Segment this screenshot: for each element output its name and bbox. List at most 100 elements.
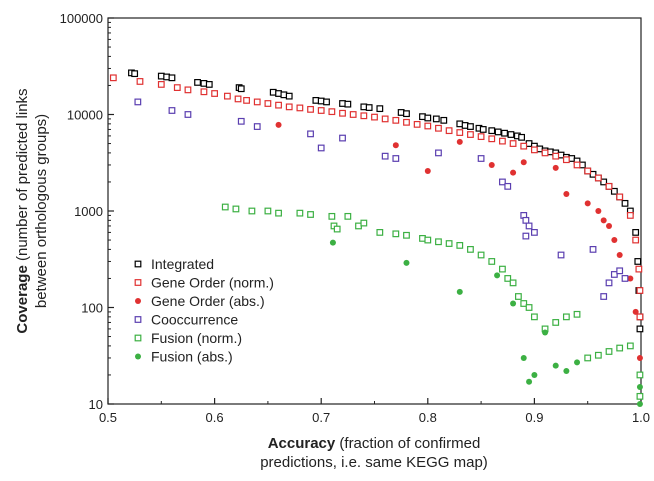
x-axis-title-line2: predictions, i.e. same KEGG map) [260,454,488,471]
gene-order-norm-point [541,149,549,157]
gene-order-norm-point [594,174,602,182]
gene-order-norm-point [211,90,219,97]
gene-order-norm-point [499,137,506,145]
cooccurrence-point [605,279,613,287]
gene-order-norm-point [636,287,644,294]
legend-marker-integrated [134,260,142,268]
integrated-point [621,199,629,207]
integrated-point [424,114,432,122]
gene-order-norm-point [403,118,410,126]
gene-order-norm-point [243,96,250,104]
cooccurrence-point [184,111,192,118]
cooccurrence-point [499,178,506,186]
gene-order-abs-point [611,237,618,244]
fusion-abs-point [531,371,538,378]
fusion-norm-point [333,225,341,233]
fusion-norm-point [636,392,644,400]
fusion-norm-point [594,351,602,359]
fusion-abs-point [403,259,410,266]
gene-order-norm-point [562,156,570,164]
fusion-norm-point [499,265,506,273]
gene-order-norm-point [349,111,357,118]
gene-order-norm-point [296,104,304,112]
cooccurrence-point [339,134,346,142]
gene-order-norm-point [488,135,496,143]
gene-order-norm-point [435,124,442,132]
fusion-norm-point [435,238,442,246]
y-tick-label: 100000 [60,11,103,26]
gene-order-norm-point [413,120,421,128]
gene-order-norm-point [584,167,592,175]
fusion-norm-point [525,304,533,311]
integrated-point [403,110,410,118]
cooccurrence-point [392,155,400,162]
gene-order-norm-point [467,131,474,138]
fusion-norm-point [296,209,304,217]
integrated-point [634,258,642,265]
x-tick-label: 0.9 [525,410,543,425]
x-tick-label: 0.8 [419,410,437,425]
fusion-abs-point [636,384,643,391]
cooccurrence-point [477,155,485,162]
integrated-point [432,115,440,123]
gene-order-abs-point [636,354,643,361]
gene-order-norm-point [626,212,634,219]
fusion-abs-point [563,367,570,374]
cooccurrence-point [134,98,142,106]
fusion-norm-point [636,371,644,379]
gene-order-norm-point [456,129,464,136]
data-markers [109,69,644,407]
integrated-point [600,178,608,186]
gene-order-norm-point [200,88,208,96]
legend-label-gene-order-norm: Gene Order (norm.) [151,275,274,291]
gene-order-norm-point [477,133,485,141]
integrated-point [323,98,330,106]
legend-label-gene-order-abs: Gene Order (abs.) [151,293,265,309]
gene-order-norm-point [184,86,192,94]
integrated-point [501,129,508,137]
legend-label-cooccurrence: Cooccurrence [151,312,238,328]
cooccurrence-point [600,293,608,300]
cooccurrence-point [253,123,261,130]
fusion-abs-point [542,329,549,336]
integrated-point [344,100,352,108]
gene-order-norm-point [616,193,624,201]
cooccurrence-point [525,222,533,230]
legend-marker-gene-order-norm [134,279,142,286]
cooccurrence-point [522,232,530,240]
legend-marker-fusion-abs [135,353,141,360]
fusion-abs-point [510,300,517,307]
fusion-norm-point [488,258,496,265]
fusion-norm-point [221,203,229,211]
gene-order-norm-point [285,103,293,111]
integrated-point [636,325,644,333]
gene-order-norm-point [264,100,272,107]
fusion-norm-point [328,212,336,220]
integrated-point [131,70,139,78]
fusion-norm-point [264,207,272,215]
legend-marker-gene-order-abs [135,298,141,304]
gene-order-norm-point [445,127,453,135]
fusion-norm-point [626,342,634,350]
gene-order-abs-point [627,275,634,282]
fusion-norm-point [562,313,570,321]
gene-order-abs-point [520,159,527,166]
gene-order-abs-point [424,167,431,174]
fusion-norm-point [477,251,485,259]
gene-order-abs-point [584,200,591,207]
fusion-norm-point [275,209,282,217]
fusion-norm-point [616,344,624,352]
cooccurrence-point [381,152,389,160]
fusion-norm-point [344,212,352,220]
cooccurrence-point [435,149,442,157]
fusion-norm-point [573,310,581,318]
gene-order-norm-point [636,313,644,321]
gene-order-norm-point [381,115,389,123]
integrated-point [376,105,384,113]
gene-order-norm-point [253,98,261,106]
y-tick-label: 1000 [74,204,103,219]
cooccurrence-point [610,271,618,278]
integrated-point [168,74,176,82]
cooccurrence-point [168,107,176,114]
